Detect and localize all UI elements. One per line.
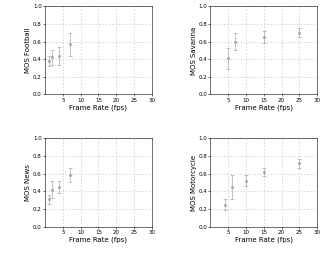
Y-axis label: MOS Football: MOS Football <box>25 28 32 73</box>
Y-axis label: MOS Savanna: MOS Savanna <box>191 26 197 74</box>
X-axis label: Frame Rate (fps): Frame Rate (fps) <box>235 104 293 111</box>
X-axis label: Frame Rate (fps): Frame Rate (fps) <box>70 104 128 111</box>
X-axis label: Frame Rate (fps): Frame Rate (fps) <box>70 237 128 243</box>
Y-axis label: MOS News: MOS News <box>25 164 32 201</box>
Y-axis label: MOS Motorcycle: MOS Motorcycle <box>191 154 197 211</box>
X-axis label: Frame Rate (fps): Frame Rate (fps) <box>235 237 293 243</box>
